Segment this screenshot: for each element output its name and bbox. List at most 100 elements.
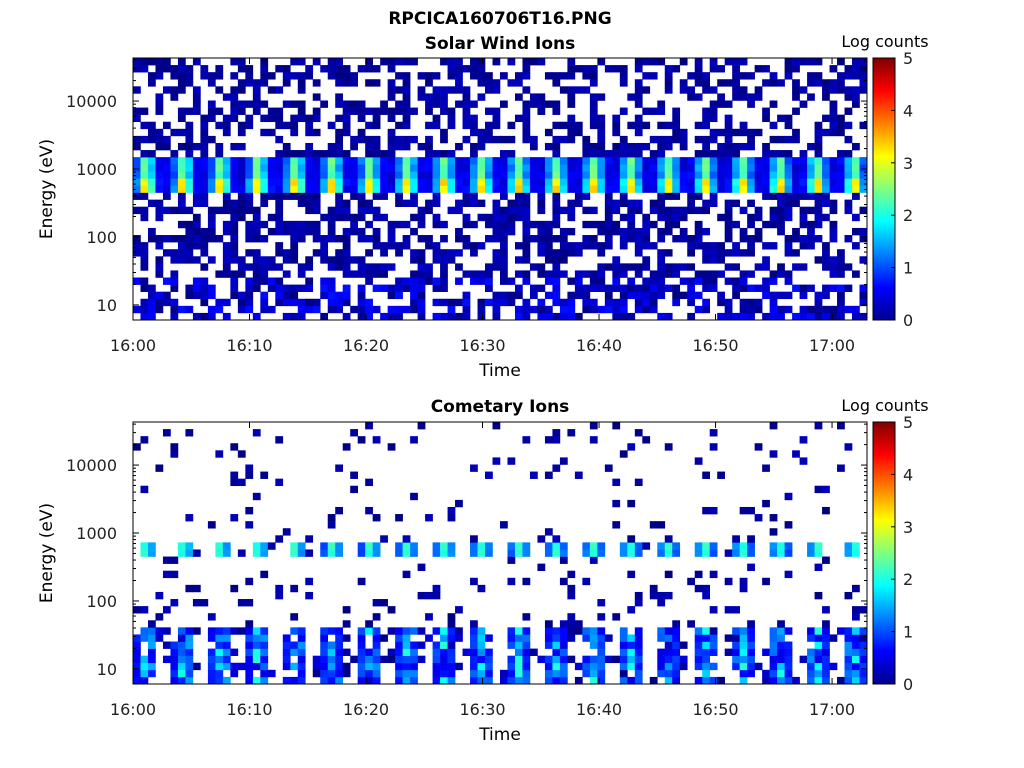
heatmap-cell — [649, 305, 658, 314]
heatmap-cell — [799, 312, 808, 321]
heatmap-cell — [747, 641, 755, 649]
heatmap-cell — [230, 185, 239, 193]
heatmap-cell — [170, 249, 179, 257]
heatmap-cell — [837, 171, 845, 179]
heatmap-cell — [222, 662, 231, 671]
heatmap-cell — [252, 549, 261, 557]
heatmap-cell — [702, 178, 711, 186]
heatmap-cell — [425, 185, 433, 193]
heatmap-cell — [664, 641, 673, 649]
heatmap-cell — [207, 521, 216, 529]
heatmap-cell — [350, 270, 358, 278]
heatmap-cell — [485, 542, 493, 550]
heatmap-cell — [462, 171, 471, 179]
heatmap-cell — [694, 157, 703, 165]
heatmap-cell — [807, 157, 815, 165]
heatmap-cell — [664, 65, 673, 73]
heatmap-cell — [140, 655, 149, 664]
heatmap-cell — [312, 669, 321, 678]
heatmap-cell — [222, 178, 231, 186]
heatmap-cell — [140, 634, 149, 642]
heatmap-cell — [185, 549, 194, 557]
heatmap-cell — [312, 206, 321, 215]
heatmap-cell — [402, 199, 411, 207]
heatmap-cell — [514, 676, 523, 685]
heatmap-cell — [432, 584, 441, 593]
heatmap-cell — [462, 164, 471, 172]
heatmap-cell — [470, 655, 478, 664]
heatmap-cell — [537, 270, 546, 278]
heatmap-cell — [694, 457, 703, 465]
heatmap-cell — [522, 648, 531, 656]
heatmap-cell — [664, 121, 673, 130]
heatmap-cell — [200, 178, 209, 186]
heatmap-cell — [425, 107, 433, 115]
heatmap-cell — [207, 648, 216, 656]
heatmap-cell — [335, 235, 344, 243]
heatmap-cell — [140, 150, 149, 158]
heatmap-cell — [260, 305, 269, 314]
heatmap-cell — [372, 270, 381, 278]
heatmap-cell — [859, 312, 868, 321]
heatmap-cell — [282, 178, 291, 186]
heatmap-cell — [140, 249, 149, 257]
heatmap-cell — [814, 171, 823, 179]
heatmap-cell — [597, 655, 606, 664]
heatmap-cell — [612, 178, 621, 186]
heatmap-cell — [230, 291, 239, 300]
heatmap-cell — [387, 150, 396, 158]
heatmap-cell — [342, 291, 351, 300]
heatmap-cell — [784, 277, 793, 285]
heatmap-cell — [784, 291, 793, 300]
heatmap-cell — [222, 542, 231, 550]
heatmap-cell — [754, 128, 763, 137]
heatmap-cell — [372, 669, 381, 678]
heatmap-cell — [380, 535, 388, 543]
heatmap-cell — [320, 164, 329, 172]
heatmap-cell — [769, 312, 778, 321]
heatmap-cell — [320, 641, 329, 649]
heatmap-cell — [844, 542, 853, 550]
heatmap-cell — [402, 641, 411, 649]
heatmap-cell — [267, 128, 276, 137]
heatmap-cell — [380, 157, 388, 165]
heatmap-cell — [215, 235, 224, 243]
heatmap-cell — [642, 235, 651, 243]
heatmap-cell — [350, 100, 358, 108]
heatmap-cell — [275, 65, 284, 73]
heatmap-cell — [612, 655, 621, 664]
heatmap-cell — [612, 227, 621, 236]
heatmap-cell — [552, 142, 561, 151]
heatmap-cell — [657, 634, 666, 642]
heatmap-cell — [320, 648, 329, 656]
heatmap-cell — [552, 542, 561, 550]
heatmap-cell — [417, 312, 426, 321]
heatmap-cell — [559, 256, 568, 264]
heatmap-cell — [380, 312, 388, 321]
heatmap-cell — [372, 613, 381, 621]
heatmap-cell — [762, 79, 770, 87]
heatmap-cell — [739, 235, 748, 243]
heatmap-cell — [275, 298, 284, 307]
heatmap-cell — [500, 256, 508, 264]
heatmap-cell — [192, 164, 201, 172]
heatmap-cell — [192, 584, 201, 593]
heatmap-cell — [252, 213, 261, 222]
heatmap-cell — [784, 249, 793, 257]
heatmap-cell — [597, 242, 606, 250]
heatmap-cell — [350, 485, 358, 494]
heatmap-cell — [649, 277, 658, 285]
heatmap-cell — [237, 157, 246, 165]
heatmap-cell — [777, 185, 785, 193]
heatmap-cell — [305, 72, 314, 80]
heatmap-cell — [477, 178, 486, 186]
heatmap-cell — [739, 676, 748, 685]
heatmap-cell — [477, 277, 486, 285]
heatmap-cell — [852, 676, 860, 685]
heatmap-cell — [133, 662, 141, 671]
heatmap-cell — [275, 107, 284, 115]
heatmap-cell — [702, 86, 711, 94]
heatmap-cell — [177, 157, 186, 165]
heatmap-cell — [664, 284, 673, 292]
heatmap-cell — [290, 157, 299, 165]
